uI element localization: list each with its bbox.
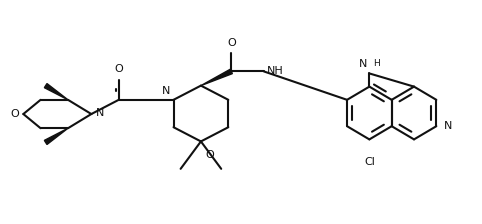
- Text: N: N: [95, 108, 104, 118]
- Polygon shape: [201, 69, 232, 86]
- Text: H: H: [374, 59, 380, 68]
- Text: N: N: [443, 121, 452, 131]
- Polygon shape: [44, 128, 68, 144]
- Text: Cl: Cl: [364, 157, 375, 167]
- Text: O: O: [205, 150, 214, 160]
- Text: NH: NH: [267, 66, 283, 76]
- Text: N: N: [359, 59, 367, 69]
- Text: O: O: [227, 38, 236, 48]
- Text: N: N: [162, 86, 171, 96]
- Text: O: O: [11, 109, 19, 119]
- Text: O: O: [114, 65, 123, 74]
- Polygon shape: [44, 84, 68, 100]
